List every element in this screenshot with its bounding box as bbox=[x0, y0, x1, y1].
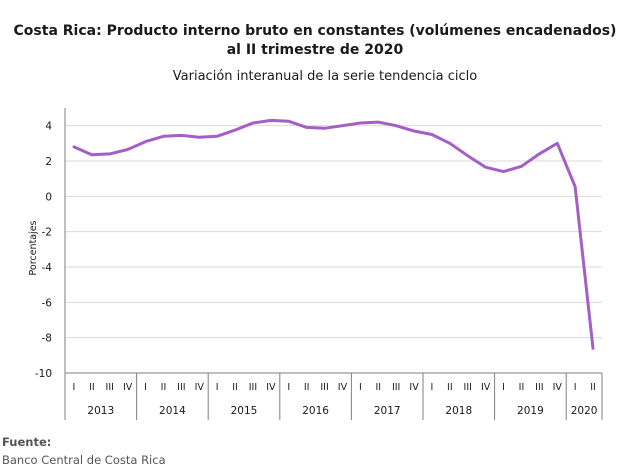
x-quarter-label: III bbox=[249, 382, 257, 393]
x-quarter-label: IV bbox=[338, 382, 348, 393]
x-quarter-label: I bbox=[574, 382, 577, 393]
x-quarter-label: I bbox=[359, 382, 362, 393]
x-quarter-label: IV bbox=[409, 382, 419, 393]
chart-subtitle: Variación interanual de la serie tendenc… bbox=[173, 69, 477, 84]
x-quarter-label: I bbox=[502, 382, 505, 393]
x-year-label: 2014 bbox=[159, 405, 186, 417]
x-quarter-label: III bbox=[535, 382, 543, 393]
x-year-label: 2020 bbox=[571, 405, 598, 417]
x-quarter-label: II bbox=[375, 382, 381, 393]
x-quarter-label: IV bbox=[195, 382, 205, 393]
y-tick-label: 4 bbox=[45, 121, 52, 133]
x-year-label: 2015 bbox=[231, 405, 258, 417]
x-quarter-label: III bbox=[320, 382, 328, 393]
y-axis-label: Porcentajes bbox=[28, 220, 39, 275]
y-tick-label: -2 bbox=[42, 227, 52, 239]
x-quarter-label: II bbox=[304, 382, 310, 393]
x-quarter-label: III bbox=[464, 382, 472, 393]
x-quarter-label: III bbox=[106, 382, 114, 393]
x-quarter-label: IV bbox=[123, 382, 133, 393]
y-tick-label: -8 bbox=[42, 333, 52, 345]
x-quarter-label: II bbox=[519, 382, 525, 393]
x-quarter-label: IV bbox=[266, 382, 276, 393]
x-quarter-label: II bbox=[447, 382, 453, 393]
x-year-label: 2017 bbox=[374, 405, 401, 417]
source-text: Banco Central de Costa Rica bbox=[2, 453, 166, 467]
y-tick-label: 2 bbox=[45, 156, 52, 168]
chart-title-line2: al II trimestre de 2020 bbox=[227, 42, 404, 58]
y-tick-label: -6 bbox=[42, 297, 53, 309]
plot-area: 420-2-4-6-8-10I II III IV I II III IV I II III IV I I… bbox=[35, 108, 603, 420]
series-line bbox=[72, 118, 595, 350]
x-quarter-label: I bbox=[144, 382, 147, 393]
x-quarter-label: I bbox=[287, 382, 290, 393]
x-quarter-label: I bbox=[431, 382, 434, 393]
x-quarter-label: IV bbox=[553, 382, 563, 393]
chart-title-line1: Costa Rica: Producto interno bruto en co… bbox=[14, 23, 617, 39]
source-note: Fuente: Banco Central de Costa Rica bbox=[2, 433, 166, 469]
x-quarter-label: I bbox=[216, 382, 219, 393]
x-quarter-label: II bbox=[161, 382, 167, 393]
x-year-label: 2016 bbox=[302, 405, 329, 417]
source-label: Fuente: bbox=[2, 435, 52, 449]
y-tick-label: -10 bbox=[35, 368, 52, 380]
x-quarter-label: IV bbox=[481, 382, 491, 393]
x-quarter-label: II bbox=[89, 382, 95, 393]
x-quarter-label: II bbox=[590, 382, 596, 393]
y-tick-label: 0 bbox=[45, 191, 52, 203]
y-tick-label: -4 bbox=[42, 262, 53, 274]
x-year-label: 2013 bbox=[87, 405, 114, 417]
x-year-label: 2019 bbox=[517, 405, 544, 417]
x-quarter-label: I bbox=[73, 382, 76, 393]
x-year-label: 2018 bbox=[445, 405, 472, 417]
x-quarter-label: II bbox=[232, 382, 238, 393]
x-quarter-label: III bbox=[392, 382, 400, 393]
x-quarter-label: III bbox=[177, 382, 185, 393]
